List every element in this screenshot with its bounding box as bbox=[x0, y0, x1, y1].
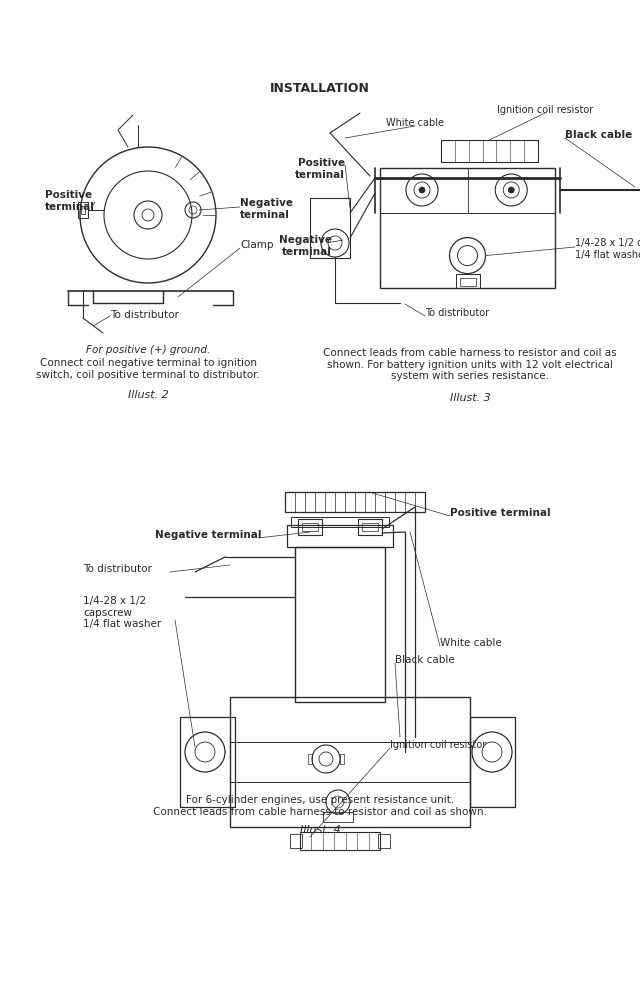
Text: 1/4-28 x 1/2
capscrew
1/4 flat washer: 1/4-28 x 1/2 capscrew 1/4 flat washer bbox=[83, 596, 161, 629]
Text: For 6-cylinder engines, use present resistance unit.
Connect leads from cable ha: For 6-cylinder engines, use present resi… bbox=[153, 795, 487, 817]
Bar bbox=[358, 519, 382, 535]
Text: To distributor: To distributor bbox=[83, 564, 152, 574]
Bar bbox=[378, 834, 390, 848]
Bar bbox=[308, 754, 312, 764]
Circle shape bbox=[508, 187, 515, 193]
Bar bbox=[380, 168, 555, 288]
Bar bbox=[323, 812, 353, 822]
Bar bbox=[298, 519, 322, 535]
Text: Connect leads from cable harness to resistor and coil as
shown. For battery igni: Connect leads from cable harness to resi… bbox=[323, 348, 617, 381]
Bar bbox=[287, 525, 393, 547]
Bar bbox=[180, 717, 235, 807]
Text: Illust. 3: Illust. 3 bbox=[450, 393, 490, 403]
Text: 1/4-28 x 1/2 capscrew
1/4 flat washer: 1/4-28 x 1/2 capscrew 1/4 flat washer bbox=[575, 238, 640, 259]
Text: To distributor: To distributor bbox=[110, 310, 179, 320]
Text: Positive terminal: Positive terminal bbox=[450, 508, 550, 518]
Text: White cable: White cable bbox=[386, 118, 444, 128]
Text: Illust. 2: Illust. 2 bbox=[127, 390, 168, 400]
Bar bbox=[78, 202, 88, 218]
Bar bbox=[310, 198, 350, 258]
Text: Positive
terminal: Positive terminal bbox=[295, 158, 345, 180]
Text: Connect coil negative terminal to ignition
switch, coil positive terminal to dis: Connect coil negative terminal to igniti… bbox=[36, 358, 260, 380]
Text: INSTALLATION: INSTALLATION bbox=[270, 82, 370, 95]
Bar bbox=[230, 697, 470, 827]
Text: Ignition coil resistor: Ignition coil resistor bbox=[497, 105, 593, 115]
Bar bbox=[285, 492, 425, 512]
Bar bbox=[340, 754, 344, 764]
Text: To distributor: To distributor bbox=[425, 308, 489, 318]
Bar bbox=[300, 832, 380, 850]
Bar bbox=[302, 523, 318, 531]
Text: Negative
terminal: Negative terminal bbox=[240, 198, 293, 220]
Circle shape bbox=[419, 187, 425, 193]
Text: Illust. 4: Illust. 4 bbox=[300, 825, 340, 835]
Bar bbox=[456, 273, 479, 287]
Text: For positive (+) ground.: For positive (+) ground. bbox=[86, 345, 210, 355]
Text: White cable: White cable bbox=[440, 638, 502, 648]
Bar bbox=[441, 140, 538, 162]
Text: Clamp: Clamp bbox=[240, 240, 273, 250]
Text: Negative terminal: Negative terminal bbox=[155, 530, 262, 540]
Text: Black cable: Black cable bbox=[395, 655, 455, 665]
Text: Negative
terminal: Negative terminal bbox=[279, 235, 332, 256]
Bar bbox=[291, 517, 389, 527]
Bar bbox=[470, 717, 515, 807]
Bar bbox=[81, 206, 85, 214]
Bar bbox=[460, 277, 476, 285]
Bar bbox=[290, 834, 302, 848]
Text: Black cable: Black cable bbox=[565, 130, 632, 140]
Text: Ignition coil resistor: Ignition coil resistor bbox=[390, 740, 486, 750]
Bar bbox=[295, 547, 385, 702]
Bar bbox=[362, 523, 378, 531]
Text: Positive
terminal: Positive terminal bbox=[45, 190, 95, 212]
